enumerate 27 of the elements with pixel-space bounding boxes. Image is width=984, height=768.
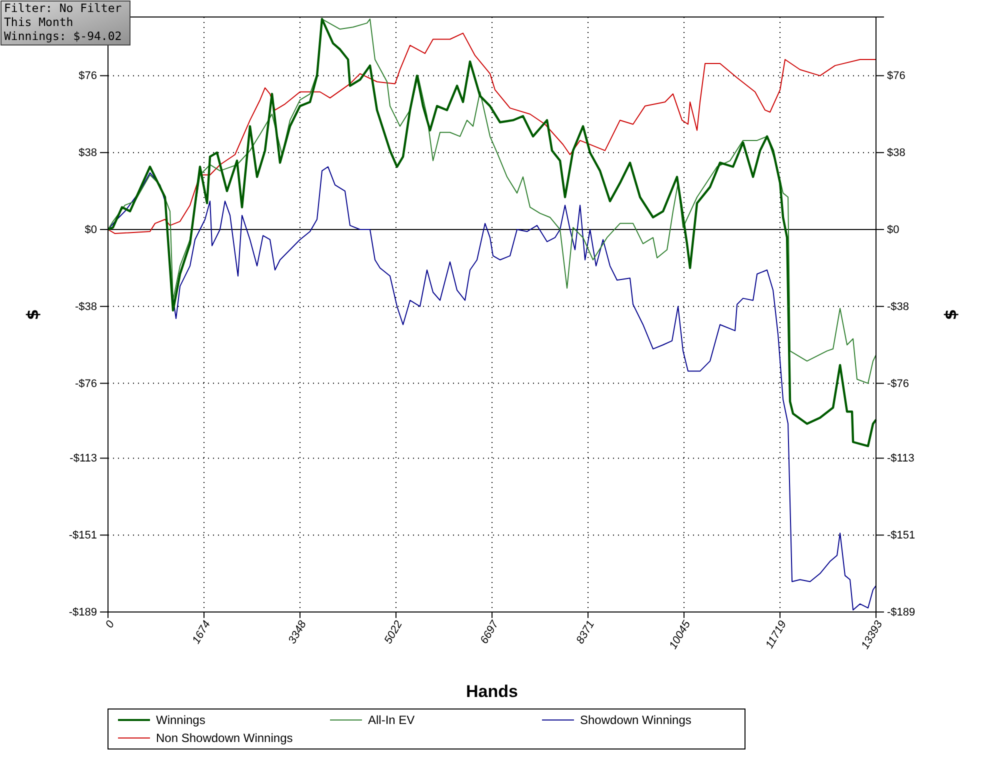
legend-label: Non Showdown Winnings bbox=[156, 731, 293, 745]
y2-tick-label: -$113 bbox=[887, 452, 914, 465]
x-axis-title: Hands bbox=[466, 682, 518, 701]
y-tick-label: -$76 bbox=[74, 378, 97, 390]
y-tick-label: -$38 bbox=[74, 300, 97, 313]
y2-tick-label: $76 bbox=[887, 70, 906, 82]
text: Filter: No Filter bbox=[4, 1, 122, 15]
legend-label: Winnings bbox=[156, 713, 206, 727]
y-tick-label: -$151 bbox=[68, 530, 97, 542]
y-tick-label: $76 bbox=[78, 70, 97, 82]
y2-tick-label: -$151 bbox=[887, 530, 916, 542]
y2-tick-label: $38 bbox=[887, 147, 906, 160]
y-tick-label: $0 bbox=[84, 224, 97, 236]
y2-tick-label: -$38 bbox=[887, 300, 910, 313]
y2-tick-label: -$76 bbox=[887, 378, 910, 390]
y2-axis-title: $ bbox=[941, 308, 960, 320]
y-tick-label: $38 bbox=[78, 147, 97, 160]
y2-tick-label: -$189 bbox=[887, 606, 916, 619]
annotation: Winnings: $-94.02 bbox=[4, 29, 122, 43]
legend-label: All-In EV bbox=[368, 713, 415, 727]
y2-tick-label: $0 bbox=[887, 224, 900, 236]
y-tick-label: -$113 bbox=[70, 452, 97, 465]
x-tick-label: 0 bbox=[104, 618, 118, 630]
y-axis-title: $ bbox=[23, 308, 42, 320]
text: This Month bbox=[4, 15, 74, 29]
y-tick-label: -$189 bbox=[68, 606, 97, 619]
legend-label: Showdown Winnings bbox=[580, 713, 692, 727]
